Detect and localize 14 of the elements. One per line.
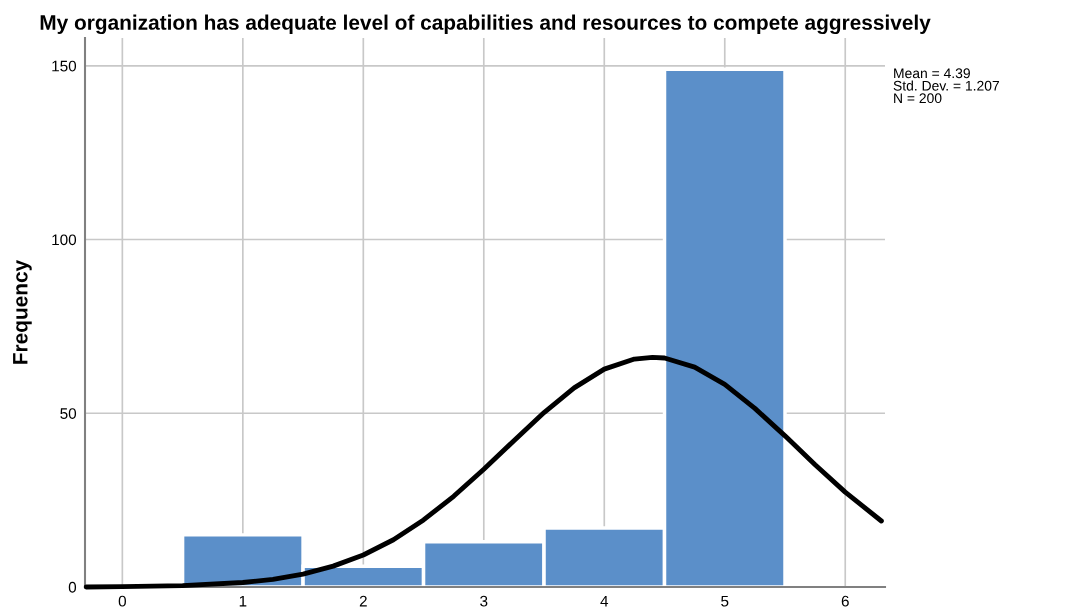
x-tick-label: 1: [239, 595, 247, 607]
x-tick-label: 5: [721, 595, 729, 607]
y-axis-title: Frequency: [13, 259, 32, 364]
x-tick-label: 3: [480, 595, 488, 607]
x-tick-label: 6: [841, 595, 849, 607]
x-tick-label: 2: [359, 595, 367, 607]
y-tick-label: 0: [68, 581, 77, 593]
y-tick-label: 100: [52, 234, 77, 246]
y-tick-label: 150: [52, 60, 77, 72]
chart-title: My organization has adequate level of capabilities and resources to compete aggressively: [40, 14, 931, 35]
x-tick-label: 0: [118, 595, 126, 607]
x-tick-label: 4: [600, 595, 609, 607]
text: Mean = 4.39 Std. Dev. = 1.207 N = 200: [893, 68, 999, 104]
y-tick-label: 50: [60, 408, 77, 419]
